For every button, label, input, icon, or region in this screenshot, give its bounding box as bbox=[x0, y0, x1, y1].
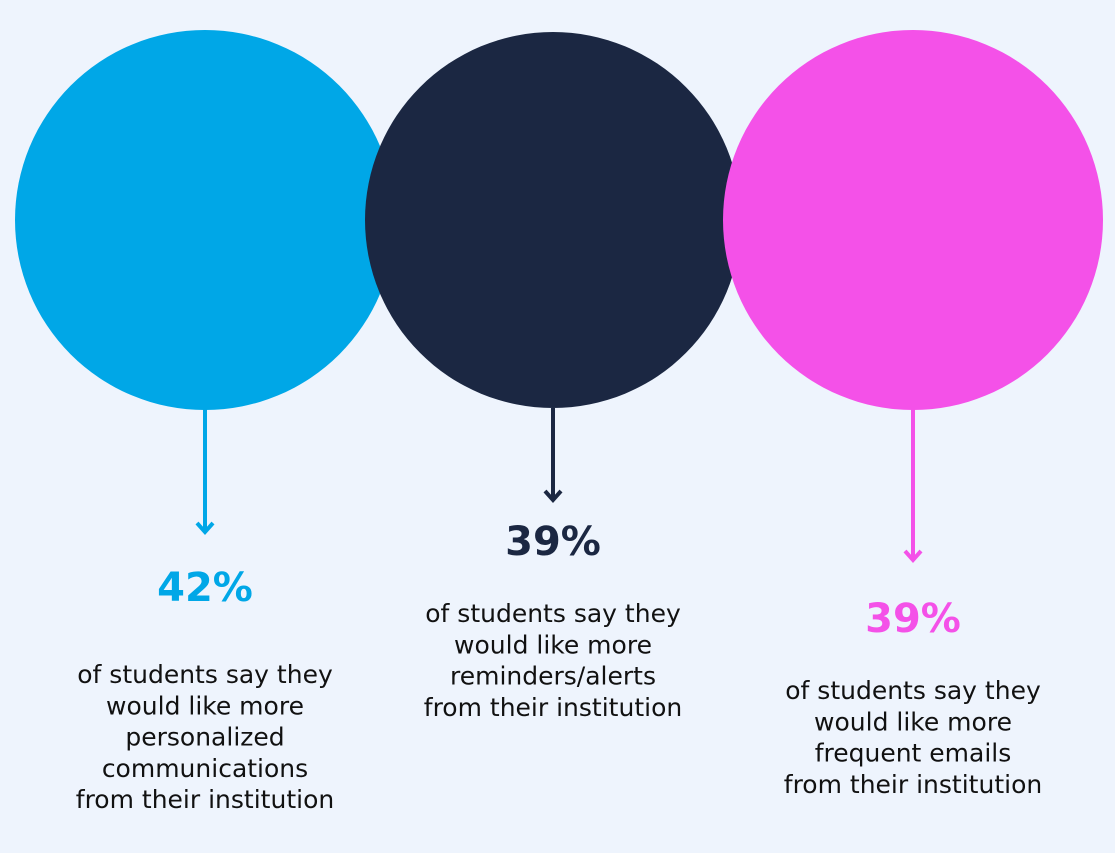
description-line: of students say they bbox=[425, 599, 681, 628]
description-line: from their institution bbox=[424, 693, 682, 722]
description-line: frequent emails bbox=[815, 739, 1012, 768]
stat: 39% bbox=[505, 519, 601, 565]
description-line: personalized bbox=[125, 723, 284, 752]
description-line: would like more bbox=[106, 691, 304, 720]
stat: 42% bbox=[157, 565, 253, 611]
description-line: reminders/alerts bbox=[450, 662, 656, 691]
description-line: would like more bbox=[814, 707, 1012, 736]
circle bbox=[365, 32, 741, 408]
description-line: would like more bbox=[454, 630, 652, 659]
arrow-head bbox=[543, 489, 563, 504]
description-line: communications bbox=[102, 754, 308, 783]
description-line: from their institution bbox=[784, 770, 1042, 799]
description-line: of students say they bbox=[785, 676, 1041, 705]
arrow-head bbox=[903, 549, 923, 564]
circle bbox=[723, 30, 1103, 410]
description-line: of students say they bbox=[77, 660, 333, 689]
description-line: from their institution bbox=[76, 785, 334, 814]
stat: 39% bbox=[865, 596, 961, 642]
circle bbox=[15, 30, 395, 410]
arrow-head bbox=[195, 521, 215, 536]
